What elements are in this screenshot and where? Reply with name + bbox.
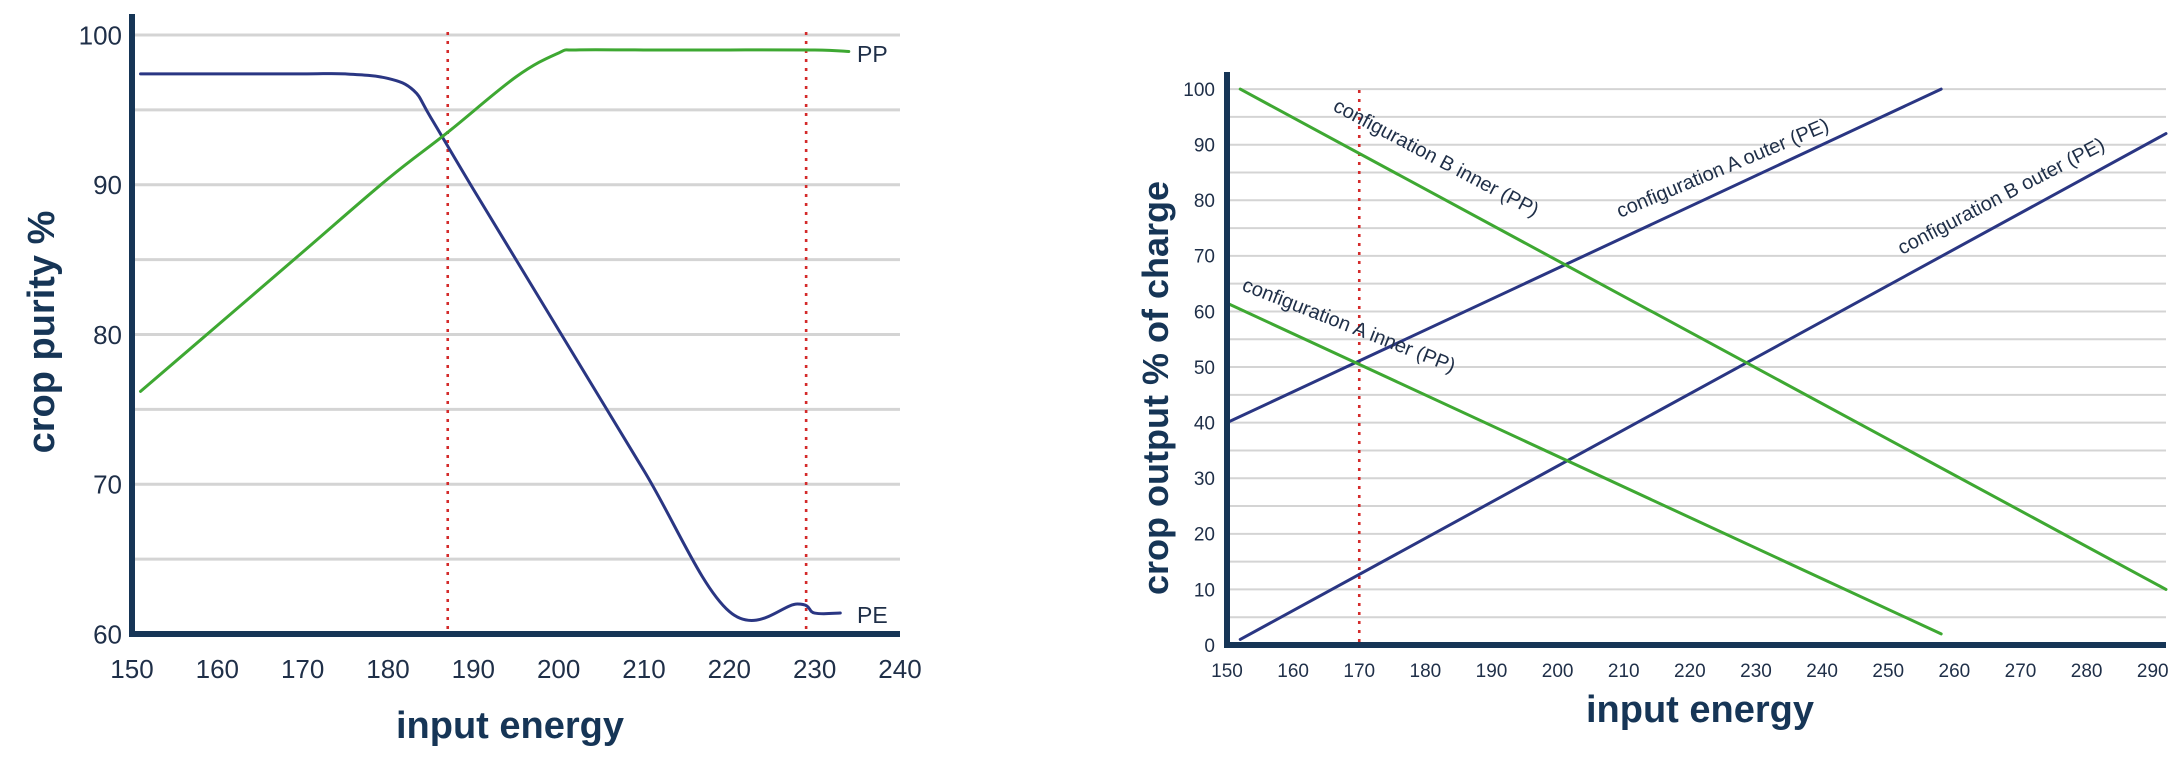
grid bbox=[1227, 88, 2166, 619]
y-tick-label: 50 bbox=[1194, 358, 1215, 379]
x-tick-label: 200 bbox=[1542, 661, 1574, 682]
y-tick-label: 80 bbox=[93, 320, 122, 350]
y-tick-label: 100 bbox=[1183, 80, 1215, 101]
x-tick-label: 240 bbox=[1806, 661, 1838, 682]
y-tick-label: 30 bbox=[1194, 469, 1215, 490]
x-tick-label: 280 bbox=[2071, 661, 2103, 682]
series-label-pp: PP bbox=[857, 41, 888, 67]
grid bbox=[132, 33, 900, 561]
series-label-config-b-outer: configuration B outer (PE) bbox=[1894, 134, 2108, 260]
x-tick-label: 180 bbox=[1410, 661, 1442, 682]
series-label-config-a-outer: configuration A outer (PE) bbox=[1613, 114, 1832, 222]
x-axis-title: input energy bbox=[396, 705, 624, 747]
x-tick-label: 170 bbox=[1343, 661, 1375, 682]
series-label-config-b-inner: configuration B inner (PP) bbox=[1330, 95, 1543, 222]
series-label-pe: PE bbox=[857, 602, 888, 628]
x-tick-label: 180 bbox=[366, 654, 409, 684]
y-tick-label: 40 bbox=[1194, 413, 1215, 434]
x-tick-label: 260 bbox=[1939, 661, 1971, 682]
series-line-configuration-a-inner-pp bbox=[1225, 301, 1943, 636]
x-tick-label: 230 bbox=[1740, 661, 1772, 682]
series-line-configuration-a-outer-pe bbox=[1225, 87, 1943, 425]
x-tick-label: 220 bbox=[708, 654, 751, 684]
y-tick-label: 80 bbox=[1194, 191, 1215, 212]
series-line-pe bbox=[139, 72, 842, 622]
series-label-config-a-inner: configuration A inner (PP) bbox=[1239, 274, 1458, 377]
y-tick-label: 70 bbox=[1194, 247, 1215, 268]
x-axis-title: input energy bbox=[1586, 689, 1814, 731]
x-tick-label: 210 bbox=[622, 654, 665, 684]
y-axis-title: crop output % of charge bbox=[1135, 181, 1176, 595]
y-tick-label: 60 bbox=[93, 619, 122, 649]
series-line-configuration-b-outer-pe bbox=[1238, 132, 2168, 641]
y-tick-label: 10 bbox=[1194, 580, 1215, 601]
series-lines bbox=[139, 48, 851, 622]
y-axis-title: crop purity % bbox=[21, 211, 63, 454]
y-tick-label: 60 bbox=[1194, 302, 1215, 323]
x-tick-label: 150 bbox=[1211, 661, 1243, 682]
axes bbox=[1224, 72, 2166, 648]
series-labels: PE PP bbox=[857, 41, 888, 628]
x-tick-label: 240 bbox=[878, 654, 921, 684]
x-tick-label: 170 bbox=[281, 654, 324, 684]
tick-labels: 150 160 170 180 190 200 210 220 230 240 250 260 270 2… bbox=[1183, 80, 2168, 682]
x-tick-label: 270 bbox=[2005, 661, 2037, 682]
axes bbox=[129, 14, 900, 637]
x-tick-label: 150 bbox=[110, 654, 153, 684]
x-tick-label: 250 bbox=[1872, 661, 1904, 682]
x-tick-label: 190 bbox=[452, 654, 495, 684]
x-tick-label: 290 bbox=[2137, 661, 2169, 682]
crop-output-chart: 150 160 170 180 190 200 210 220 230 240 250 260 270 2… bbox=[1135, 72, 2169, 731]
x-tick-label: 210 bbox=[1608, 661, 1640, 682]
y-tick-label: 20 bbox=[1194, 525, 1215, 546]
x-tick-label: 220 bbox=[1674, 661, 1706, 682]
series-line-pp bbox=[139, 48, 851, 393]
y-tick-label: 70 bbox=[93, 470, 122, 500]
y-tick-label: 90 bbox=[1194, 136, 1215, 157]
y-tick-label: 100 bbox=[79, 20, 122, 50]
x-tick-label: 160 bbox=[1277, 661, 1309, 682]
tick-labels: 150 160 170 180 190 200 210 220 230 240 60 70 80 90 10… bbox=[79, 20, 922, 684]
series-line-configuration-b-inner-pp bbox=[1238, 87, 2168, 591]
y-tick-label: 0 bbox=[1204, 636, 1215, 657]
x-tick-label: 230 bbox=[793, 654, 836, 684]
x-tick-label: 200 bbox=[537, 654, 580, 684]
crop-purity-chart: 150 160 170 180 190 200 210 220 230 240 60 70 80 90 10… bbox=[21, 14, 922, 747]
x-tick-label: 190 bbox=[1476, 661, 1508, 682]
series-lines bbox=[1225, 87, 2168, 641]
y-tick-label: 90 bbox=[93, 170, 122, 200]
x-tick-label: 160 bbox=[196, 654, 239, 684]
